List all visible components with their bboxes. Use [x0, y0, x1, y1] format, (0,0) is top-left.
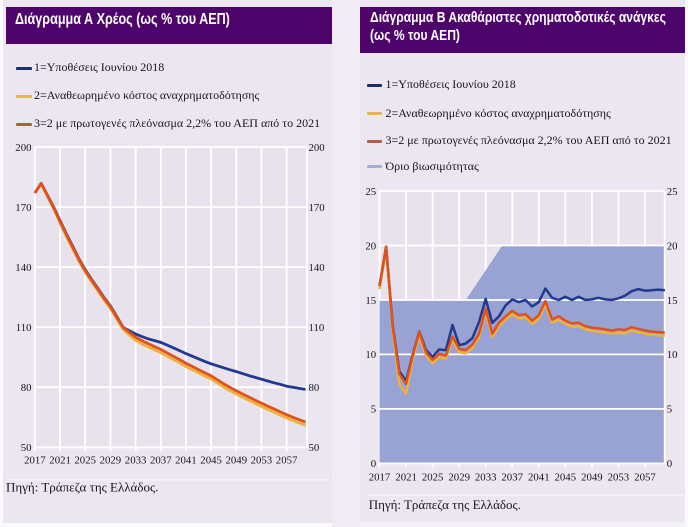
svg-text:2029: 2029 [100, 454, 122, 466]
svg-text:Πηγή: Τράπεζα της Ελλάδος.: Πηγή: Τράπεζα της Ελλάδος. [6, 480, 158, 495]
svg-text:2021: 2021 [395, 471, 417, 483]
svg-text:25: 25 [666, 186, 677, 198]
svg-text:2025: 2025 [422, 471, 444, 483]
svg-text:2041: 2041 [528, 471, 550, 483]
svg-text:80: 80 [309, 382, 320, 394]
svg-text:2045: 2045 [554, 471, 576, 483]
svg-text:80: 80 [21, 382, 32, 394]
svg-text:140: 140 [15, 262, 31, 274]
svg-text:140: 140 [309, 262, 325, 274]
svg-text:2029: 2029 [448, 471, 470, 483]
svg-text:2053: 2053 [251, 454, 273, 466]
svg-text:25: 25 [365, 186, 376, 198]
svg-text:15: 15 [365, 295, 376, 307]
svg-text:20: 20 [365, 240, 376, 252]
svg-text:5: 5 [666, 404, 671, 416]
svg-text:0: 0 [666, 458, 671, 470]
svg-text:20: 20 [666, 240, 677, 252]
svg-text:2033: 2033 [125, 454, 147, 466]
svg-text:2037: 2037 [501, 471, 523, 483]
svg-text:2017: 2017 [369, 471, 391, 483]
svg-text:2045: 2045 [200, 454, 222, 466]
svg-text:2057: 2057 [634, 471, 656, 483]
svg-text:50: 50 [21, 442, 32, 454]
svg-text:110: 110 [16, 322, 32, 334]
svg-text:2049: 2049 [581, 471, 603, 483]
svg-text:2053: 2053 [607, 471, 629, 483]
svg-text:2033: 2033 [475, 471, 497, 483]
svg-text:10: 10 [365, 349, 376, 361]
svg-text:5: 5 [371, 404, 376, 416]
svg-text:200: 200 [309, 142, 325, 154]
svg-text:50: 50 [309, 442, 320, 454]
svg-text:2037: 2037 [150, 454, 172, 466]
svg-text:2057: 2057 [276, 454, 298, 466]
svg-text:170: 170 [309, 202, 325, 214]
svg-text:110: 110 [309, 322, 325, 334]
svg-text:2025: 2025 [74, 454, 96, 466]
svg-text:200: 200 [15, 142, 31, 154]
svg-text:Πηγή: Τράπεζα της Ελλάδος.: Πηγή: Τράπεζα της Ελλάδος. [368, 497, 520, 512]
svg-text:15: 15 [666, 295, 677, 307]
svg-text:170: 170 [15, 202, 31, 214]
svg-text:2017: 2017 [24, 454, 46, 466]
svg-text:10: 10 [666, 349, 677, 361]
svg-text:0: 0 [371, 458, 376, 470]
svg-text:2021: 2021 [49, 454, 71, 466]
svg-text:2041: 2041 [175, 454, 197, 466]
svg-text:2049: 2049 [226, 454, 248, 466]
